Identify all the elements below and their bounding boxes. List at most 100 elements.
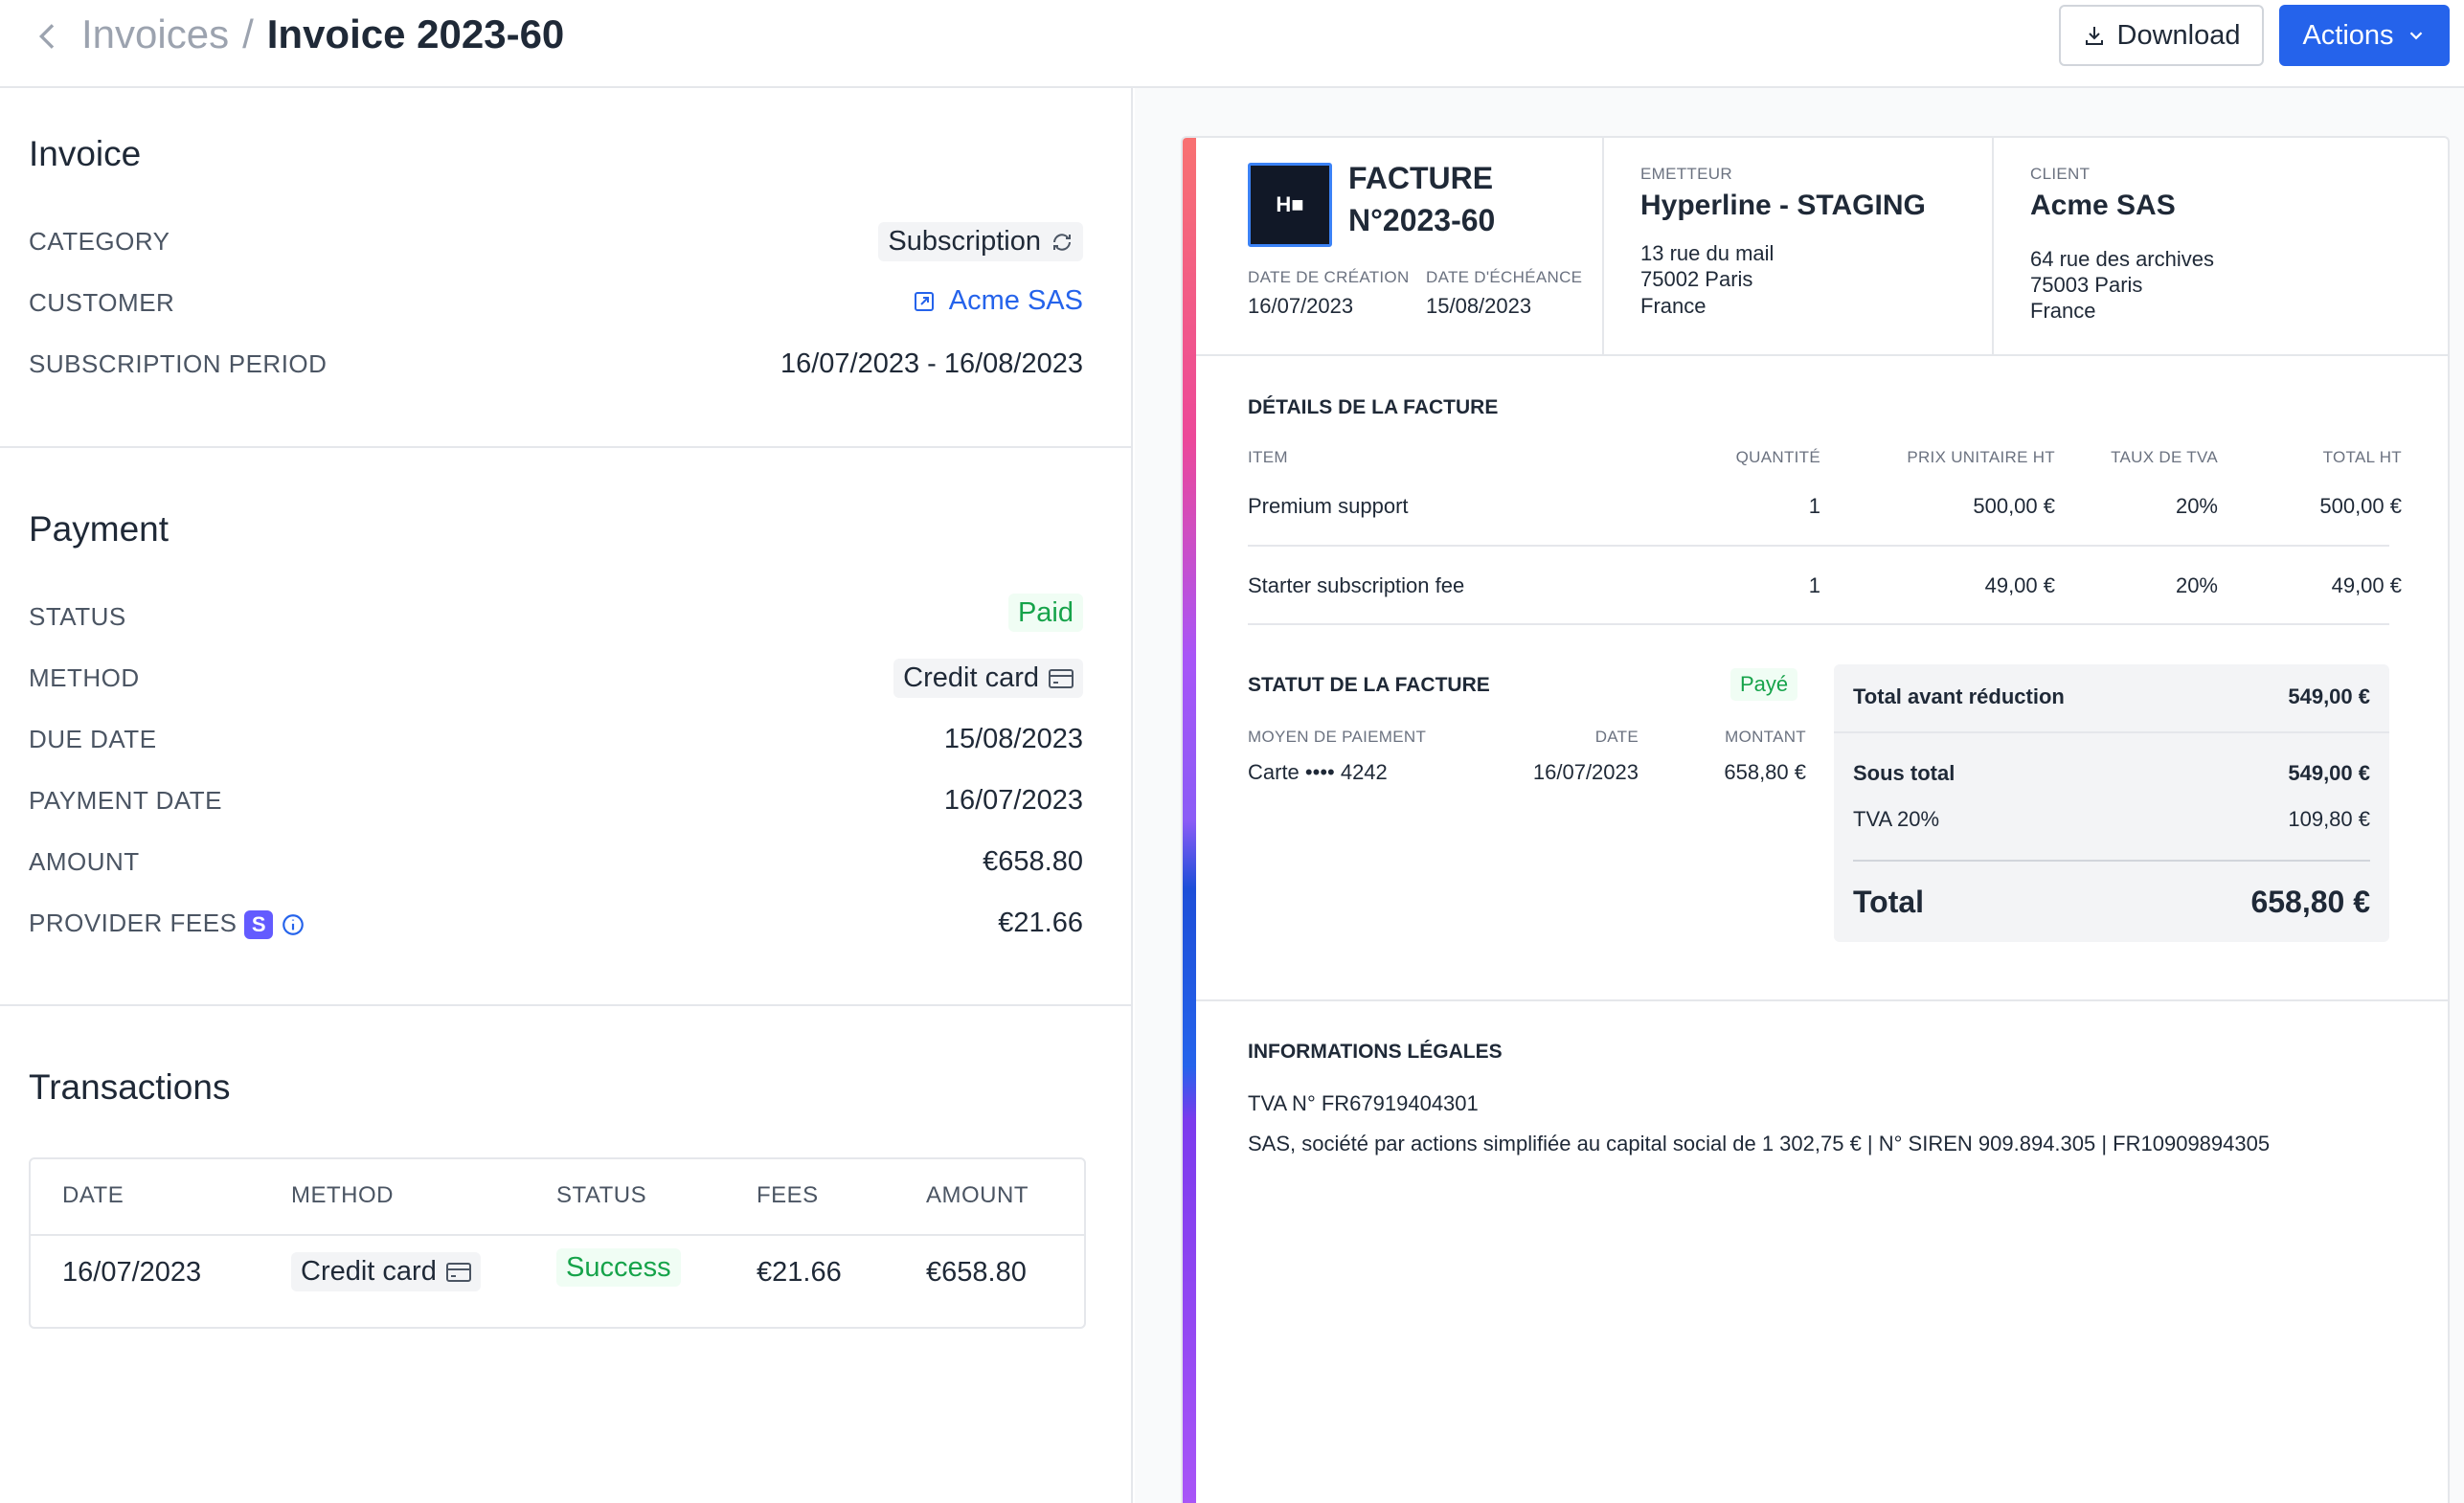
- totals-box: Total avant réduction 549,00 € Sous tota…: [1834, 664, 2389, 942]
- provider-fees-value: €21.66: [998, 908, 1083, 938]
- invoice-details-panel: Invoice CATEGORY Subscription CUSTOMER A…: [0, 88, 1133, 1503]
- total-label: Total: [1853, 885, 1925, 919]
- document-accent-bar: [1183, 138, 1196, 1503]
- before-discount-label: Total avant réduction: [1853, 684, 2065, 708]
- tx-date: 16/07/2023: [62, 1257, 202, 1288]
- subscription-period-label: SUBSCRIPTION PERIOD: [29, 349, 328, 378]
- client-address-line: France: [2030, 299, 2096, 323]
- method-value: Credit card: [893, 659, 1083, 698]
- legal-title: INFORMATIONS LÉGALES: [1248, 1041, 1503, 1063]
- download-icon: [2085, 27, 2103, 45]
- download-button[interactable]: Download: [2059, 5, 2264, 66]
- info-icon[interactable]: [281, 912, 305, 937]
- credit-card-icon: [445, 1262, 471, 1282]
- breadcrumb: Invoices / Invoice 2023-60: [81, 8, 564, 61]
- details-title: DÉTAILS DE LA FACTURE: [1248, 396, 1499, 418]
- amount-label: AMOUNT: [29, 847, 140, 876]
- payment-amount-label: MONTANT: [1725, 728, 1806, 746]
- category-label: CATEGORY: [29, 227, 170, 256]
- provider-fees-text: PROVIDER FEES: [29, 909, 237, 937]
- payment-method-label: MOYEN DE PAIEMENT: [1248, 728, 1427, 746]
- vat-value: 109,80 €: [2288, 807, 2370, 831]
- tx-method: Credit card: [291, 1252, 481, 1291]
- invoice-preview-panel: H■ FACTURE N°2023-60 DATE DE CRÉATION 16…: [1135, 88, 2464, 1503]
- totals-divider: [1853, 860, 2370, 862]
- status-title: STATUT DE LA FACTURE: [1248, 674, 1490, 696]
- document-title: FACTURE: [1348, 161, 1494, 195]
- column-header-fees: FEES: [757, 1182, 819, 1208]
- tx-status-text: Success: [556, 1248, 681, 1287]
- client-name: Acme SAS: [2030, 190, 2176, 221]
- chevron-left-icon[interactable]: [29, 17, 67, 56]
- client-address-line: 64 rue des archives: [2030, 247, 2214, 271]
- subtotal-label: Sous total: [1853, 761, 1955, 785]
- payment-method-value: Carte •••• 4242: [1248, 760, 1388, 784]
- breadcrumb-invoices-link[interactable]: Invoices: [81, 11, 230, 56]
- category-value: Subscription: [878, 222, 1083, 261]
- header-divider: [1992, 138, 1994, 354]
- tx-method-text: Credit card: [301, 1256, 437, 1287]
- item-total: 500,00 €: [2319, 494, 2402, 518]
- top-header: Invoices / Invoice 2023-60 Download Action…: [0, 0, 2464, 88]
- column-header-total: TOTAL HT: [2322, 448, 2402, 466]
- external-link-icon: [914, 291, 934, 311]
- refresh-icon: [1053, 233, 1071, 251]
- subtotal-value: 549,00 €: [2288, 761, 2370, 785]
- issuer-address-line: 13 rue du mail: [1640, 241, 1775, 265]
- tx-status-badge: Success: [556, 1248, 681, 1287]
- item-vat-rate: 20%: [2175, 494, 2218, 518]
- transactions-section-title: Transactions: [29, 1067, 231, 1107]
- section-divider: [0, 1004, 1133, 1006]
- table-header: DATE METHOD STATUS FEES AMOUNT: [31, 1159, 1084, 1236]
- creation-date-label: DATE DE CRÉATION: [1248, 268, 1410, 286]
- item-quantity: 1: [1808, 573, 1820, 597]
- due-date-value: 15/08/2023: [943, 724, 1083, 754]
- payment-amount-value: 658,80 €: [1724, 760, 1806, 784]
- method-label: METHOD: [29, 663, 140, 692]
- invoice-section-title: Invoice: [29, 134, 142, 173]
- item-name: Starter subscription fee: [1248, 573, 1465, 597]
- download-label: Download: [2116, 19, 2241, 51]
- document-status-badge: Payé: [1730, 668, 1798, 701]
- column-header-amount: AMOUNT: [926, 1182, 1029, 1208]
- section-divider: [0, 446, 1133, 448]
- legal-details: SAS, société par actions simplifiée au c…: [1248, 1132, 2271, 1155]
- client-address-line: 75003 Paris: [2030, 273, 2143, 297]
- payment-section-title: Payment: [29, 509, 170, 549]
- status-text: Paid: [1007, 594, 1083, 632]
- column-header-date: DATE: [62, 1182, 124, 1208]
- item-name: Premium support: [1248, 494, 1409, 518]
- status-badge: Paid: [1007, 594, 1083, 632]
- column-header-status: STATUS: [556, 1182, 647, 1208]
- item-quantity: 1: [1808, 494, 1820, 518]
- category-text: Subscription: [888, 226, 1041, 257]
- due-date-value: 15/08/2023: [1426, 294, 1532, 318]
- issuer-name: Hyperline - STAGING: [1640, 190, 1926, 221]
- customer-label: CUSTOMER: [29, 288, 175, 317]
- method-text: Credit card: [903, 662, 1039, 693]
- item-vat-rate: 20%: [2175, 573, 2218, 597]
- due-date-label: DATE D'ÉCHÉANCE: [1426, 268, 1583, 286]
- tx-fees: €21.66: [757, 1257, 842, 1288]
- actions-button[interactable]: Actions: [2279, 5, 2450, 66]
- issuer-label: EMETTEUR: [1640, 165, 1732, 183]
- page-title: Invoice 2023-60: [266, 11, 565, 56]
- provider-fees-label: PROVIDER FEES S: [29, 909, 305, 940]
- credit-card-icon: [1049, 668, 1074, 688]
- vat-number: TVA N° FR67919404301: [1248, 1091, 1479, 1115]
- status-label: STATUS: [29, 602, 126, 631]
- invoice-document: H■ FACTURE N°2023-60 DATE DE CRÉATION 16…: [1181, 136, 2450, 1503]
- issuer-address-line: France: [1640, 294, 1707, 318]
- actions-label: Actions: [2302, 19, 2394, 51]
- breadcrumb-separator: /: [242, 11, 254, 56]
- issuer-address-line: 75002 Paris: [1640, 267, 1753, 291]
- item-unit-price: 500,00 €: [1973, 494, 2055, 518]
- row-divider: [1248, 545, 2389, 547]
- column-header-method: METHOD: [291, 1182, 394, 1208]
- customer-link[interactable]: Acme SAS: [913, 285, 1083, 321]
- payment-date-label: PAYMENT DATE: [29, 786, 222, 815]
- totals-divider: [1834, 731, 2389, 733]
- creation-date-value: 16/07/2023: [1248, 294, 1354, 318]
- column-header-vat-rate: TAUX DE TVA: [2111, 448, 2218, 466]
- item-unit-price: 49,00 €: [1984, 573, 2055, 597]
